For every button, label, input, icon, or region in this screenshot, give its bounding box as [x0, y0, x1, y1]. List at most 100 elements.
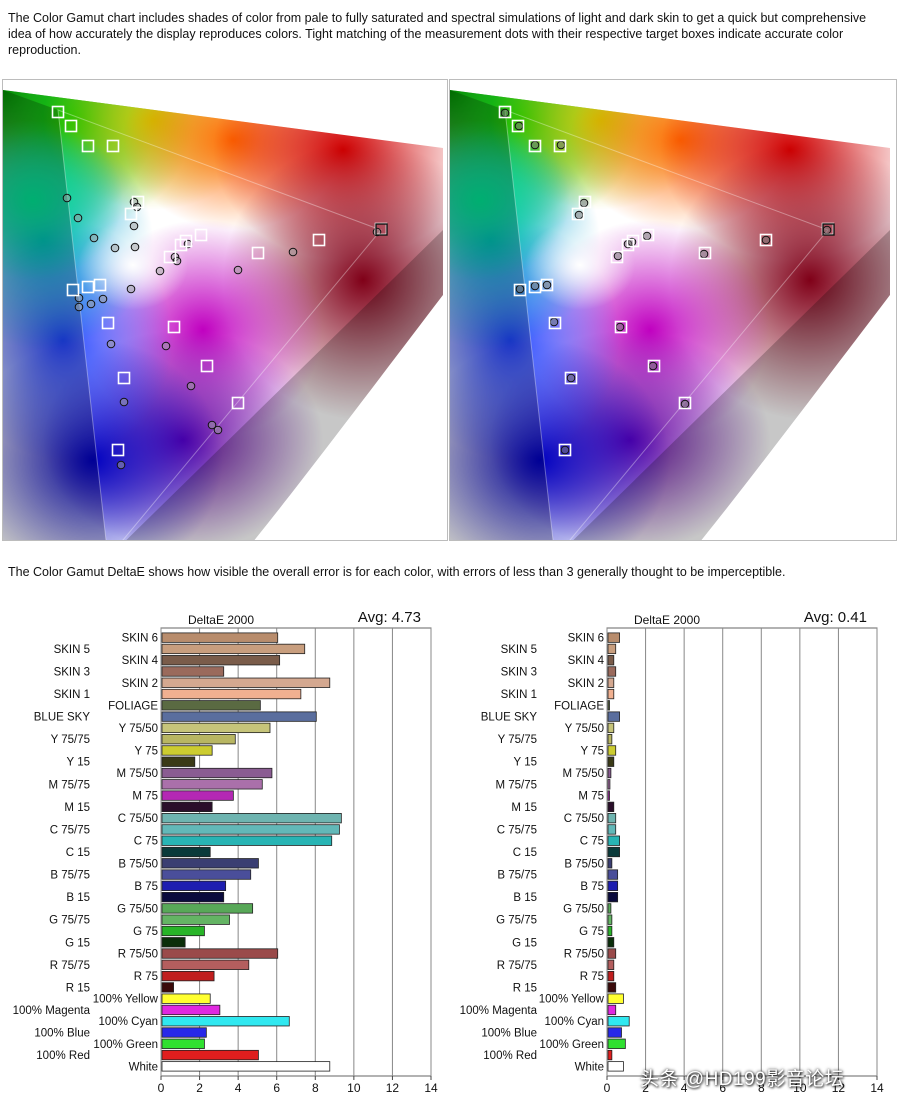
category-label: SKIN 2: [122, 678, 158, 690]
category-label: M 75/75: [48, 779, 90, 791]
category-label: SKIN 2: [568, 678, 604, 690]
gamut-measurement-dot: [116, 460, 126, 470]
bar: [607, 993, 624, 1004]
bar: [607, 903, 612, 914]
category-label: R 75/75: [497, 960, 537, 972]
gamut-target-box: [200, 359, 214, 373]
bar: [161, 632, 279, 643]
category-label: G 75/50: [117, 903, 158, 915]
bar: [161, 1061, 331, 1072]
gamut-measurement-dot: [542, 280, 552, 290]
category-label: SKIN 3: [501, 666, 537, 678]
category-label: G 15: [512, 937, 537, 949]
bar: [607, 959, 615, 970]
category-label: 100% Magenta: [13, 1005, 91, 1017]
gamut-measurement-dot: [119, 397, 129, 407]
tick-label: 12: [832, 1081, 846, 1095]
chart-title: DeltaE 2000: [188, 613, 254, 627]
bar: [607, 801, 615, 813]
gamut-target-box: [678, 396, 692, 410]
gamut-target-box: [111, 443, 125, 457]
tick-label: 8: [312, 1081, 319, 1095]
gamut-target-box: [528, 139, 542, 153]
bar: [607, 858, 613, 869]
bar: [161, 824, 340, 835]
gamut-measurement-dot: [514, 121, 524, 131]
category-label: G 15: [65, 937, 90, 949]
category-label: M 75/50: [562, 768, 604, 780]
category-label: 100% Red: [483, 1050, 537, 1062]
category-label: R 75/75: [50, 960, 90, 972]
bar: [607, 824, 617, 835]
gamut-measurement-dot: [62, 193, 72, 203]
gamut-target-box: [626, 234, 640, 248]
gamut-measurement-dot: [648, 361, 658, 371]
category-label: 100% Yellow: [93, 994, 159, 1006]
bar: [607, 1038, 626, 1049]
gamut-target-box: [548, 316, 562, 330]
gamut-target-box: [759, 233, 773, 247]
deltae-chart-1: 0 2 4 6 8 10 12 14 DeltaE 2000 Avg: 0.41 SKIN 6 SKI…: [460, 609, 884, 1095]
category-label: FOLIAGE: [108, 700, 158, 712]
gamut-target-box: [698, 246, 712, 260]
category-label: C 75: [580, 836, 604, 848]
bar: [161, 745, 213, 756]
category-label: Y 75: [135, 745, 158, 757]
gamut-target-box: [117, 371, 131, 385]
category-label: B 75/50: [564, 858, 604, 870]
bar: [161, 1049, 259, 1061]
tick-label: 4: [681, 1081, 688, 1095]
gamut-measurement-dot: [161, 341, 171, 351]
bar: [161, 948, 279, 959]
gamut-measurement-dot: [642, 231, 652, 241]
bar: [607, 835, 620, 846]
bar: [607, 632, 620, 643]
category-label: R 75: [580, 971, 604, 983]
category-label: SKIN 1: [54, 689, 90, 701]
gamut-target-box: [540, 278, 554, 292]
category-label: 100% Green: [539, 1039, 604, 1051]
gamut-target-box: [578, 195, 592, 209]
bar: [607, 722, 615, 734]
gamut-measurement-dot: [822, 225, 832, 235]
gamut-chart-left: [2, 79, 448, 541]
category-label: M 75: [578, 791, 604, 803]
bar: [161, 767, 273, 779]
category-label: G 75/75: [49, 915, 90, 927]
bar: [161, 1004, 221, 1016]
category-label: White: [129, 1061, 158, 1073]
bar: [607, 1004, 617, 1016]
bar: [161, 688, 302, 700]
bar: [161, 869, 252, 880]
category-label: FOLIAGE: [554, 700, 604, 712]
category-label: R 15: [513, 982, 537, 994]
plot-frame: [606, 627, 878, 1077]
category-label: Y 75/75: [498, 734, 537, 746]
bar: [161, 835, 333, 846]
intro-paragraph: The Color Gamut chart includes shades of…: [8, 11, 867, 57]
category-label: M 75: [132, 791, 158, 803]
bar: [607, 756, 615, 767]
gamut-target-box: [64, 119, 78, 133]
gamut-target-box: [822, 223, 835, 236]
gamut-measurement-dot: [500, 108, 510, 118]
category-label: 100% Blue: [34, 1028, 90, 1040]
gamut-target-box: [81, 139, 95, 153]
category-label: R 75/50: [564, 949, 604, 961]
category-label: M 15: [511, 802, 537, 814]
category-label: SKIN 3: [54, 666, 90, 678]
tick-label: 12: [386, 1081, 400, 1095]
gamut-measurement-dot: [74, 302, 84, 312]
category-label: M 15: [64, 802, 90, 814]
gamut-target-box: [231, 396, 245, 410]
category-label: Y 75/50: [565, 723, 604, 735]
gamut-target-box: [163, 250, 177, 264]
bar: [161, 711, 317, 722]
bar: [161, 846, 211, 858]
gamut-target-box: [51, 105, 65, 119]
bar: [607, 655, 615, 666]
gamut-target-box: [93, 278, 107, 292]
category-label: Y 75/50: [119, 723, 158, 735]
gamut-measurement-dot: [530, 140, 540, 150]
bar: [161, 813, 342, 824]
